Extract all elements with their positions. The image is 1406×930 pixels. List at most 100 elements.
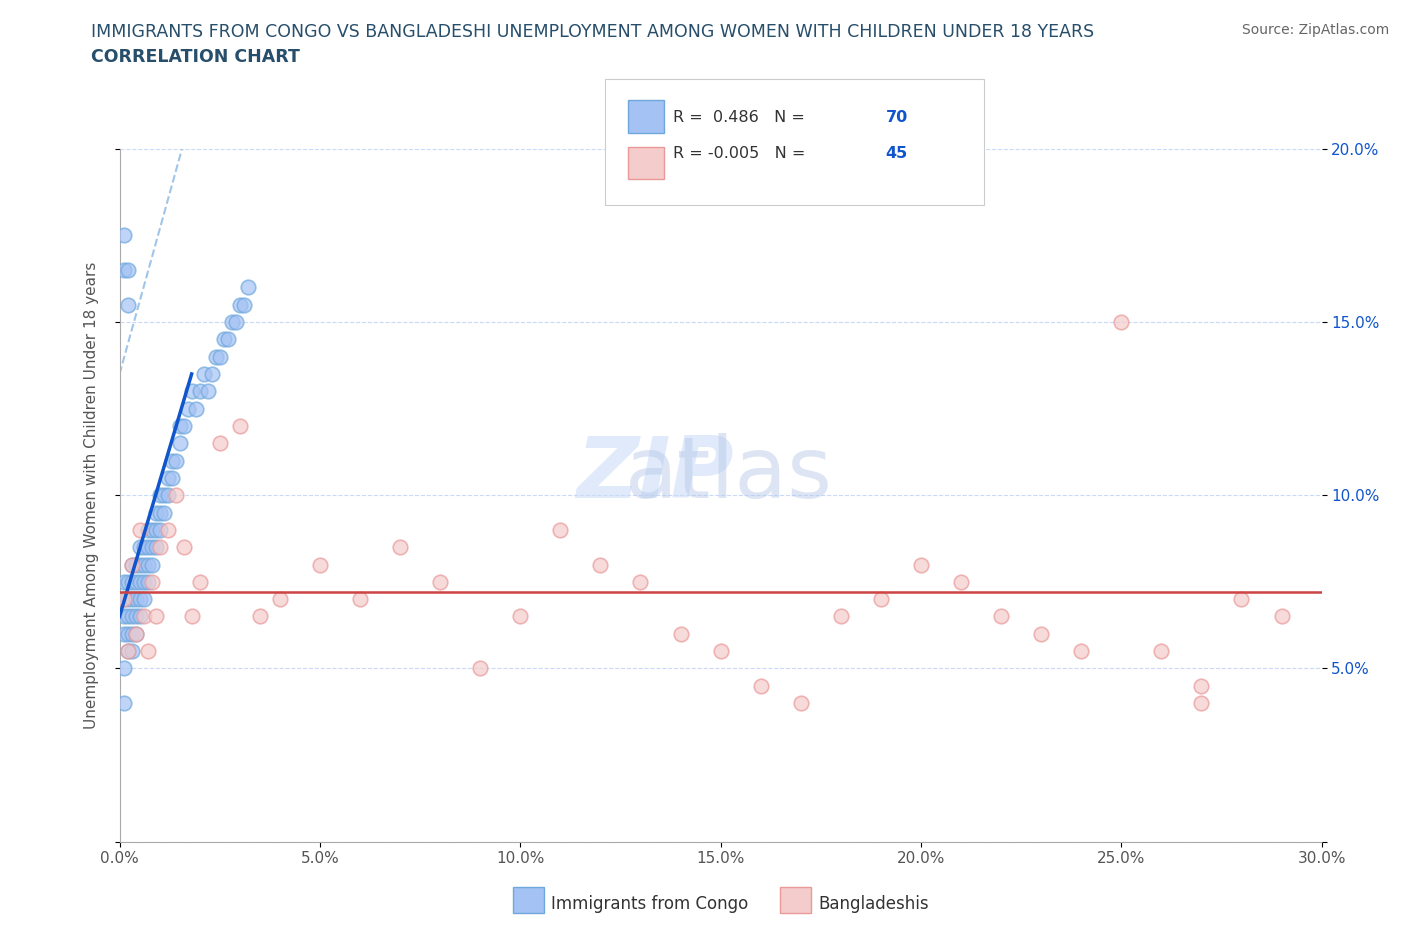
Point bbox=[509, 609, 531, 624]
Point bbox=[141, 575, 163, 590]
Point bbox=[121, 609, 143, 624]
Point bbox=[1070, 644, 1092, 658]
Point bbox=[830, 609, 852, 624]
Point bbox=[212, 332, 235, 347]
Point bbox=[225, 314, 247, 329]
Point bbox=[124, 627, 146, 642]
Point bbox=[136, 523, 159, 538]
Point bbox=[180, 609, 202, 624]
Point bbox=[117, 644, 139, 658]
Point bbox=[589, 557, 612, 572]
Point bbox=[132, 539, 155, 554]
Text: R =  0.486   N =: R = 0.486 N = bbox=[673, 110, 810, 125]
Point bbox=[117, 644, 139, 658]
Point bbox=[156, 523, 179, 538]
Point bbox=[169, 436, 191, 451]
Point bbox=[349, 591, 371, 606]
Point bbox=[112, 262, 135, 277]
Point bbox=[121, 591, 143, 606]
Point bbox=[112, 609, 135, 624]
Point bbox=[121, 557, 143, 572]
Point bbox=[112, 696, 135, 711]
Point bbox=[112, 627, 135, 642]
Point bbox=[145, 609, 167, 624]
Point bbox=[221, 314, 243, 329]
Point bbox=[145, 539, 167, 554]
Point bbox=[160, 453, 183, 468]
Point bbox=[232, 298, 254, 312]
Point bbox=[136, 575, 159, 590]
Point bbox=[249, 609, 271, 624]
Point bbox=[165, 488, 187, 503]
Point bbox=[180, 384, 202, 399]
Point bbox=[990, 609, 1012, 624]
Point bbox=[136, 557, 159, 572]
Point bbox=[193, 366, 215, 381]
Text: Immigrants from Congo: Immigrants from Congo bbox=[551, 895, 748, 912]
Point bbox=[149, 505, 172, 520]
Point bbox=[112, 575, 135, 590]
Point bbox=[1150, 644, 1173, 658]
Point bbox=[468, 661, 492, 676]
Point bbox=[1191, 678, 1213, 693]
Point bbox=[141, 539, 163, 554]
Point bbox=[208, 436, 231, 451]
Point bbox=[112, 591, 135, 606]
Point bbox=[1271, 609, 1294, 624]
Point bbox=[132, 591, 155, 606]
Text: atlas: atlas bbox=[624, 433, 832, 516]
Text: Bangladeshis: Bangladeshis bbox=[818, 895, 929, 912]
Point bbox=[149, 488, 172, 503]
Point bbox=[128, 609, 150, 624]
Point bbox=[201, 366, 224, 381]
Point bbox=[217, 332, 239, 347]
Point bbox=[121, 557, 143, 572]
Point bbox=[1111, 314, 1133, 329]
Point bbox=[132, 609, 155, 624]
Point bbox=[145, 523, 167, 538]
Point bbox=[165, 453, 187, 468]
Point bbox=[121, 627, 143, 642]
Point bbox=[184, 401, 207, 416]
Point bbox=[160, 471, 183, 485]
Point bbox=[121, 575, 143, 590]
Y-axis label: Unemployment Among Women with Children Under 18 years: Unemployment Among Women with Children U… bbox=[84, 261, 98, 729]
Text: 70: 70 bbox=[886, 110, 908, 125]
Point bbox=[112, 591, 135, 606]
Point bbox=[950, 575, 973, 590]
Point bbox=[121, 644, 143, 658]
Point bbox=[173, 539, 195, 554]
Point bbox=[128, 575, 150, 590]
Text: IMMIGRANTS FROM CONGO VS BANGLADESHI UNEMPLOYMENT AMONG WOMEN WITH CHILDREN UNDE: IMMIGRANTS FROM CONGO VS BANGLADESHI UNE… bbox=[91, 23, 1094, 41]
Point bbox=[228, 298, 252, 312]
Point bbox=[269, 591, 291, 606]
Point bbox=[173, 418, 195, 433]
Point bbox=[749, 678, 772, 693]
Point bbox=[124, 591, 146, 606]
Point bbox=[309, 557, 332, 572]
Point bbox=[132, 557, 155, 572]
Point bbox=[228, 418, 252, 433]
Point bbox=[136, 644, 159, 658]
Text: 45: 45 bbox=[886, 146, 908, 161]
Point bbox=[169, 418, 191, 433]
Point bbox=[141, 523, 163, 538]
Point bbox=[156, 488, 179, 503]
Point bbox=[117, 609, 139, 624]
Point bbox=[197, 384, 219, 399]
Point bbox=[149, 523, 172, 538]
Text: Source: ZipAtlas.com: Source: ZipAtlas.com bbox=[1241, 23, 1389, 37]
Point bbox=[149, 539, 172, 554]
Point bbox=[550, 523, 572, 538]
Point bbox=[112, 228, 135, 243]
Point bbox=[112, 661, 135, 676]
Point bbox=[124, 609, 146, 624]
Point bbox=[429, 575, 451, 590]
Point bbox=[1230, 591, 1253, 606]
Point bbox=[204, 350, 226, 365]
Point bbox=[388, 539, 412, 554]
Point bbox=[132, 575, 155, 590]
Point bbox=[869, 591, 893, 606]
Point bbox=[128, 557, 150, 572]
Point bbox=[188, 575, 211, 590]
